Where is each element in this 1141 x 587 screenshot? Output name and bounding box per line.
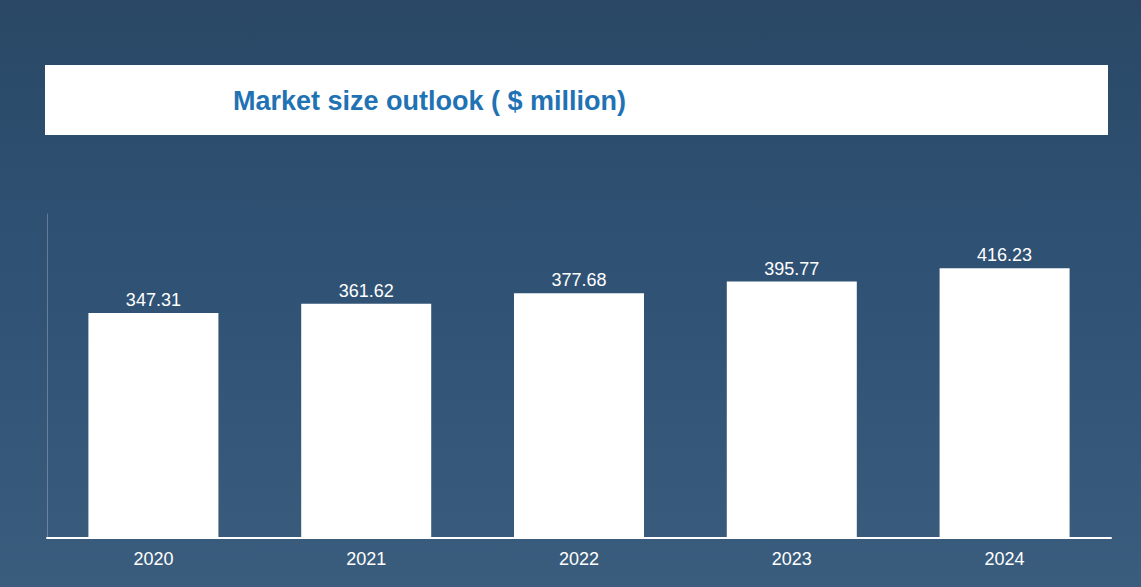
svg-text:361.62: 361.62 bbox=[339, 281, 394, 301]
svg-text:2023: 2023 bbox=[772, 549, 812, 569]
svg-text:416.23: 416.23 bbox=[977, 245, 1032, 265]
svg-text:395.77: 395.77 bbox=[764, 259, 819, 279]
svg-text:2024: 2024 bbox=[985, 549, 1025, 569]
svg-text:Market size outlook ( $ millio: Market size outlook ( $ million) bbox=[233, 86, 626, 116]
svg-text:2021: 2021 bbox=[346, 549, 386, 569]
svg-text:2020: 2020 bbox=[133, 549, 173, 569]
svg-text:347.31: 347.31 bbox=[126, 290, 181, 310]
svg-text:377.68: 377.68 bbox=[551, 270, 606, 290]
svg-text:2022: 2022 bbox=[559, 549, 599, 569]
